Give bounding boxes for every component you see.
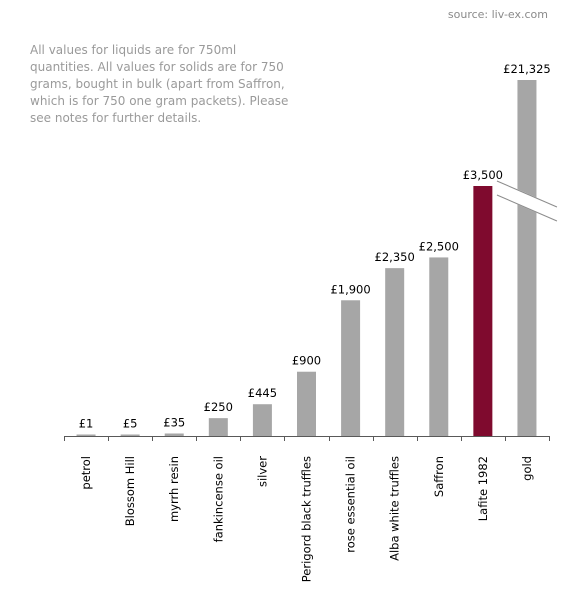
value-label: £445: [248, 386, 277, 400]
bar: [341, 300, 361, 436]
category-label: rose essential oil: [344, 456, 358, 553]
category-labels-group: petrol Blossom Hill myrrh resin fankincense…: [79, 456, 534, 582]
category-label: myrrh resin: [167, 456, 181, 522]
bar: [76, 434, 96, 436]
source-label: source: liv-ex.com: [447, 8, 548, 21]
category-label: Blossom Hill: [123, 456, 137, 526]
value-label: £1,900: [330, 282, 370, 296]
bar: [297, 371, 316, 436]
value-label: £21,325: [503, 62, 551, 76]
axis-break-line: [496, 180, 558, 208]
axis-break-gap: [494, 181, 560, 221]
bar: [164, 433, 184, 436]
value-label: £250: [204, 400, 233, 414]
value-label: £1: [79, 417, 94, 431]
bar: [252, 404, 272, 436]
category-label: Perigord black truffles: [300, 456, 314, 582]
chart-note: All values for liquids are for 750ml qua…: [30, 43, 289, 125]
category-label: petrol: [79, 456, 93, 490]
category-label: Alba white truffles: [388, 456, 402, 561]
value-label: £2,500: [419, 239, 459, 253]
axis-break-line: [496, 194, 558, 222]
x-axis: [64, 436, 550, 441]
bar: [385, 268, 405, 436]
category-label: gold: [520, 456, 534, 481]
category-label: Lafite 1982: [476, 456, 490, 521]
bar: [120, 434, 140, 436]
value-label: £3,500: [463, 168, 503, 182]
bar: [208, 418, 228, 436]
category-label: Saffron: [432, 456, 446, 497]
bar: [429, 257, 449, 436]
value-label: £900: [292, 354, 321, 368]
category-label: fankincense oil: [211, 456, 225, 542]
bar: [517, 80, 537, 436]
value-label: £2,350: [375, 250, 415, 264]
bar: [473, 186, 493, 436]
value-labels-group: £1 £5 £35 £250 £445 £900 £1,900 £2,350 £2,500 £3,…: [79, 62, 551, 431]
value-label: £35: [163, 416, 185, 430]
category-label: silver: [255, 456, 269, 487]
value-label: £5: [123, 417, 138, 431]
bars-group: [76, 80, 560, 436]
